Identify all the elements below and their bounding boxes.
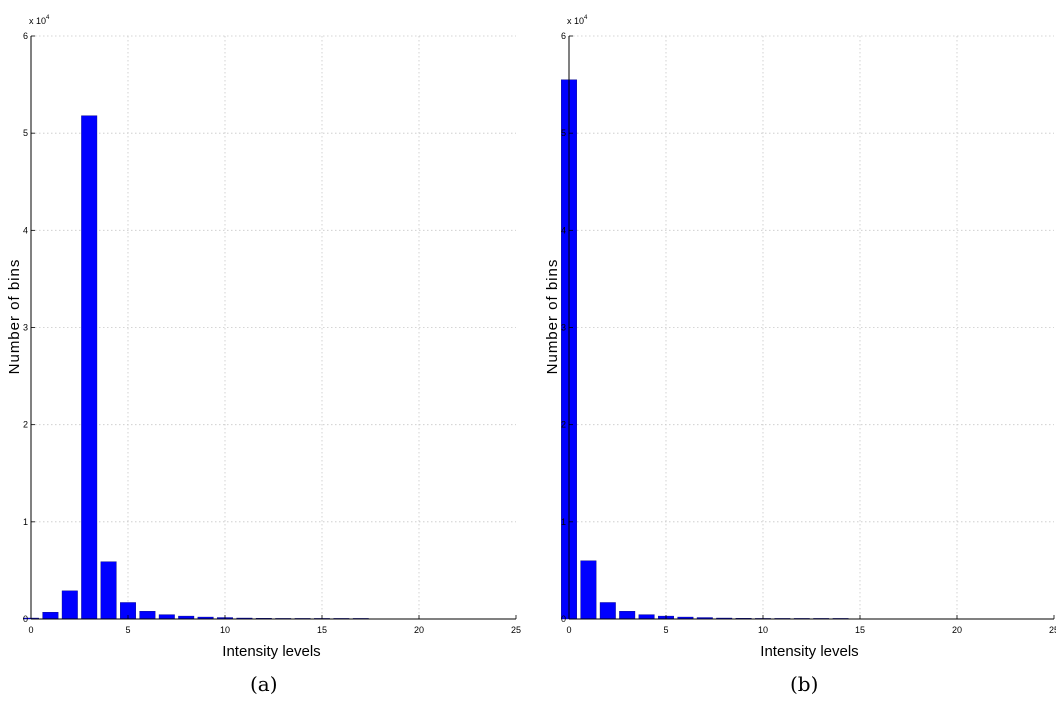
histogram-bar — [158, 614, 175, 620]
x-tick-label: 25 — [1049, 625, 1056, 635]
y-axis-label: Number of bins — [6, 259, 23, 375]
x-axis-label: Intensity levels — [222, 643, 320, 660]
y-tick-label: 2 — [561, 420, 566, 430]
x-tick-label: 5 — [125, 625, 130, 635]
y-tick-label: 6 — [561, 31, 566, 41]
x-tick-label: 5 — [663, 625, 668, 635]
x-tick-label: 15 — [317, 625, 327, 635]
panel-b-caption: (b) — [790, 672, 819, 696]
y-tick-label: 3 — [23, 323, 28, 333]
y-tick-label: 5 — [561, 128, 566, 138]
x-axis-label: Intensity levels — [760, 643, 858, 660]
y-exponent-label: x 104 — [29, 15, 50, 26]
x-tick-label: 10 — [758, 625, 768, 635]
y-tick-label: 1 — [561, 517, 566, 527]
x-tick-label: 20 — [414, 625, 424, 635]
panel-a-caption: (a) — [250, 672, 278, 696]
histogram-bar — [81, 115, 98, 620]
y-tick-label: 4 — [561, 225, 566, 235]
histogram-bar — [638, 614, 655, 620]
y-tick-label: 4 — [23, 225, 28, 235]
y-tick-label: 0 — [23, 614, 28, 624]
histogram-bar — [619, 611, 636, 620]
y-tick-label: 3 — [561, 323, 566, 333]
x-tick-label: 0 — [566, 625, 571, 635]
chart-panel-b: 0 5 10 15 20 25 0 1 2 3 4 5 6x 104 Intensity levels Nu… — [544, 15, 1056, 660]
y-tick-label: 2 — [23, 420, 28, 430]
x-tick-label: 20 — [952, 625, 962, 635]
histogram-bar — [139, 611, 156, 620]
y-exponent-label: x 104 — [567, 15, 588, 26]
x-tick-label: 15 — [855, 625, 865, 635]
y-tick-label: 6 — [23, 31, 28, 41]
x-tick-label: 10 — [220, 625, 230, 635]
histogram-bar — [580, 560, 597, 620]
y-tick-label: 1 — [23, 517, 28, 527]
chart-panel-a: 0 5 10 15 20 25 0 1 2 3 4 5 6x 104 Intensity levels Nu… — [6, 15, 521, 660]
x-tick-label: 0 — [28, 625, 33, 635]
y-tick-label: 5 — [23, 128, 28, 138]
histogram-bar — [100, 561, 117, 620]
histogram-bar — [42, 611, 59, 620]
histogram-bar — [61, 590, 78, 620]
x-tick-label: 25 — [511, 625, 521, 635]
histogram-bar — [599, 602, 616, 620]
y-tick-label: 0 — [561, 614, 566, 624]
y-axis-label: Number of bins — [544, 259, 561, 375]
